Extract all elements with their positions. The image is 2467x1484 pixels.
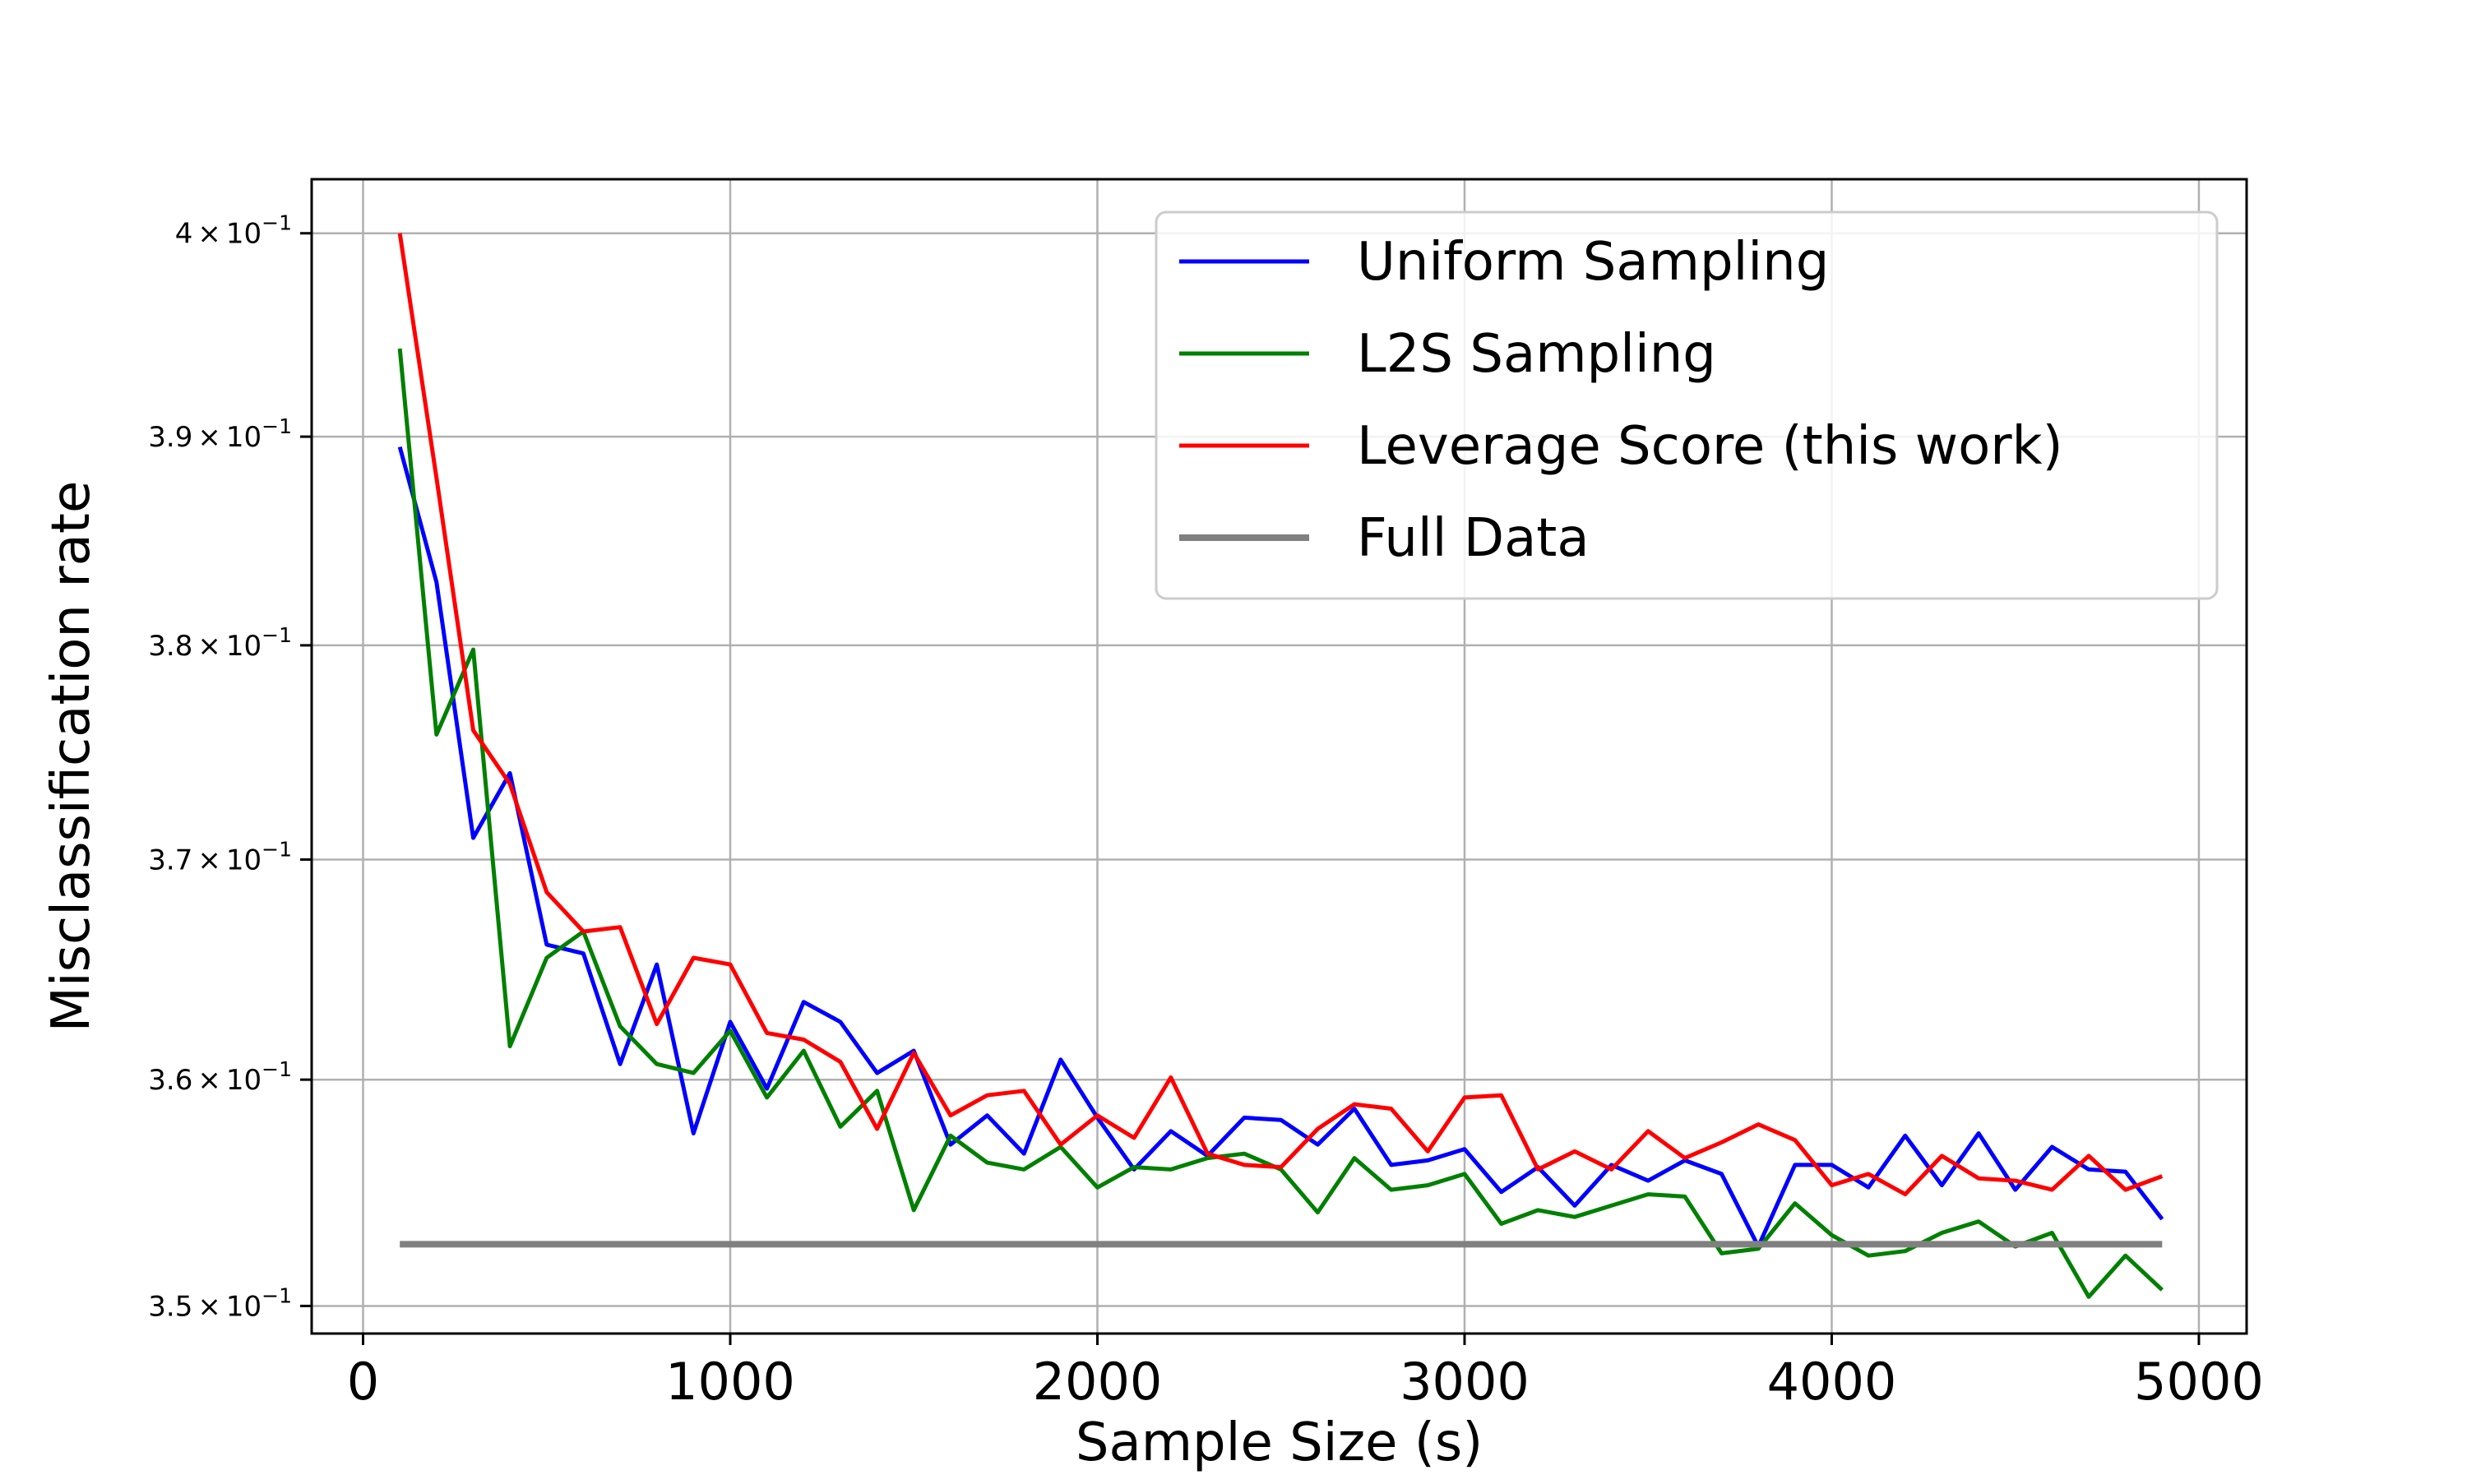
y-tick-exponent: −1 (262, 211, 292, 235)
y-tick-exponent: −1 (262, 837, 292, 861)
x-tick-label: 1000 (665, 1352, 795, 1412)
y-tick-base: 10 (226, 630, 262, 663)
y-tick-mantissa: 4 (175, 218, 193, 251)
series-line-uniform-sampling (397, 446, 2164, 1249)
y-tick-times: × (197, 1290, 221, 1323)
y-tick-label: 3.8 × 10−1 (148, 623, 292, 663)
y-tick-base: 10 (226, 1290, 262, 1323)
y-tick-exponent: −1 (262, 1057, 292, 1081)
y-tick-label: 3.6 × 10−1 (148, 1057, 292, 1097)
y-tick-exponent: −1 (262, 414, 292, 438)
series-line-leverage-score-this-work (397, 233, 2164, 1197)
series-lines (397, 233, 2164, 1299)
x-axis-ticks: 0 1000 2000 3000 4000 5000 (347, 1334, 2264, 1412)
x-tick-label: 4000 (1767, 1352, 1897, 1412)
legend-label-l2s-sampling: L2S Sampling (1357, 324, 1716, 385)
y-tick-mantissa: 3.8 (148, 630, 192, 663)
y-tick-mantissa: 3.5 (148, 1290, 192, 1323)
x-axis-title: Sample Size (s) (1076, 1412, 1483, 1473)
legend-label-leverage-score-this-work: Leverage Score (this work) (1357, 416, 2063, 477)
legend-label-full-data: Full Data (1357, 508, 1590, 569)
y-tick-mantissa: 3.6 (148, 1064, 192, 1097)
y-tick-times: × (197, 218, 221, 251)
x-tick-label: 0 (347, 1352, 379, 1412)
y-axis-title: Misclassification rate (41, 481, 102, 1033)
y-tick-label: 4 × 10−1 (175, 211, 292, 251)
x-tick-label: 3000 (1400, 1352, 1530, 1412)
y-tick-mantissa: 3.9 (148, 421, 192, 454)
y-tick-base: 10 (226, 421, 262, 454)
y-tick-exponent: −1 (262, 1283, 292, 1307)
y-tick-times: × (197, 630, 221, 663)
y-tick-times: × (197, 1064, 221, 1097)
x-tick-label: 5000 (2134, 1352, 2264, 1412)
y-tick-label: 3.7 × 10−1 (148, 837, 292, 876)
y-tick-mantissa: 3.7 (148, 844, 192, 876)
legend-box (1155, 210, 2219, 600)
y-axis-ticks: 3.5 × 10−13.6 × 10−13.7 × 10−13.8 × 10−13.9 × 10−1… (148, 211, 312, 1323)
plot-frame (310, 178, 2248, 1335)
series-line-l2s-sampling (397, 348, 2164, 1299)
y-tick-times: × (197, 844, 221, 876)
legend-label-uniform-sampling: Uniform Sampling (1357, 232, 1829, 293)
y-tick-base: 10 (226, 844, 262, 876)
y-tick-label: 3.5 × 10−1 (148, 1283, 292, 1323)
y-tick-times: × (197, 421, 221, 454)
y-tick-base: 10 (226, 218, 262, 251)
y-tick-exponent: −1 (262, 623, 292, 647)
x-tick-label: 2000 (1033, 1352, 1163, 1412)
y-tick-label: 3.9 × 10−1 (148, 414, 292, 454)
legend: Uniform Sampling L2S Sampling Leverage Sco… (1155, 210, 2219, 600)
y-tick-base: 10 (226, 1064, 262, 1097)
